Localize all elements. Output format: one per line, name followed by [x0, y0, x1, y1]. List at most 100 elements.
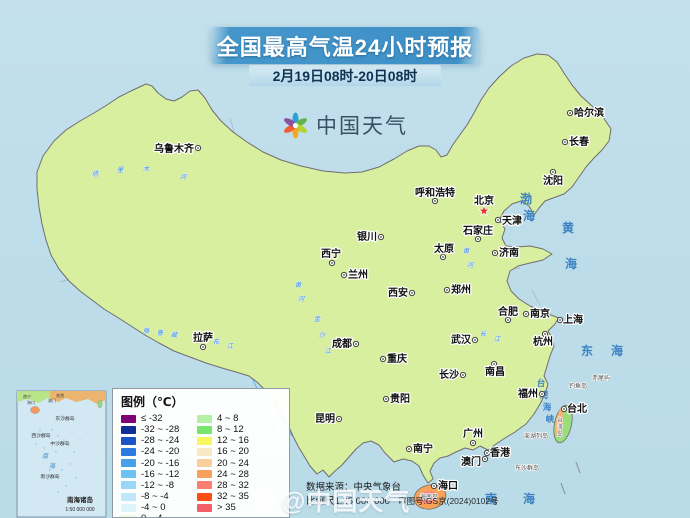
river-label-char: 长	[480, 330, 487, 338]
city-label-郑州: 郑州	[451, 283, 471, 296]
legend-label: -24 ~ -20	[141, 446, 180, 458]
legend-swatch	[197, 459, 212, 468]
footer-scale: 比例尺1:25 000 000	[306, 495, 390, 507]
sea-label: 海	[543, 402, 552, 412]
city-dot-core	[446, 289, 448, 291]
legend-label: 4 ~ 8	[217, 413, 239, 425]
map-title: 全国最高气温24小时预报	[216, 34, 474, 60]
city-dot-core	[331, 262, 333, 264]
city-dot-core	[338, 418, 340, 420]
city-dot-core	[494, 252, 496, 254]
sea-label: 黄	[562, 220, 574, 235]
city-dot-core	[525, 313, 527, 315]
city-dot-core	[382, 358, 384, 360]
city-dot-core	[477, 238, 479, 240]
city-dot-core	[559, 319, 561, 321]
legend-label: -20 ~ -16	[141, 457, 180, 469]
title-banner: 全国最高气温24小时预报	[211, 27, 479, 64]
legend-label: 0 ~ 4	[141, 513, 162, 517]
inset-scale: 1:50 000 000	[65, 507, 94, 513]
legend-swatch	[197, 425, 212, 434]
city-label-沈阳: 沈阳	[543, 174, 563, 187]
legend-item: 28 ~ 32	[197, 480, 249, 491]
river-label-char: 雅	[143, 327, 151, 335]
city-dot-core	[343, 274, 345, 276]
river-labels: 塔里 木河黄河黄河长江雅鲁藏布江金沙江	[91, 165, 502, 356]
city-dot-core	[563, 408, 565, 410]
city-label-福州: 福州	[517, 387, 538, 400]
sea-label: 海	[523, 208, 535, 223]
city-dot-core	[434, 200, 436, 202]
inset-label: 南沙群岛	[40, 473, 59, 480]
legend-panel: 图例（℃） ≤ -32 -32 ~ -28 -28 ~ -24 -24 ~ -20 -2…	[112, 388, 290, 518]
capital-star-icon	[477, 204, 491, 217]
city-dot-core	[433, 485, 435, 487]
legend-label: -12 ~ -8	[141, 479, 175, 491]
inset-label: 海	[49, 462, 56, 470]
city-label-贵阳: 贵阳	[390, 392, 410, 405]
river-label-char: 河	[298, 295, 306, 303]
city-dot-core	[564, 141, 566, 143]
inset-label: 香港	[56, 392, 64, 398]
sea-label: 台	[537, 378, 546, 388]
city-dot-core	[408, 448, 410, 450]
city-dot-core	[569, 112, 571, 114]
brand-logo: 中国天气	[282, 110, 408, 140]
sea-label: 海	[523, 491, 535, 506]
river-label-char: 布	[213, 338, 221, 346]
subtitle-banner: 2月19日08时-20日08时	[249, 65, 441, 86]
river-label-char: 塔	[92, 170, 100, 178]
city-label-拉萨: 拉萨	[193, 331, 213, 344]
city-label-香港: 香港	[490, 446, 511, 459]
island-label: 岛	[557, 430, 563, 438]
river-label-char: 黄	[295, 281, 303, 289]
inset-label: 东沙群岛	[55, 415, 74, 422]
river-label-char: 河	[467, 261, 475, 269]
river-label-char: 金	[314, 315, 322, 323]
sea-boundary-dashes	[560, 461, 581, 495]
city-label-哈尔滨: 哈尔滨	[574, 106, 604, 119]
legend-label: -4 ~ 0	[141, 502, 166, 514]
city-label-石家庄: 石家庄	[462, 224, 493, 237]
city-dot-core	[544, 333, 546, 335]
footer: 数据来源：中央气象台 比例尺1:25 000 000 审图号:GS京(2024)0…	[306, 481, 499, 508]
city-dot-core	[474, 339, 476, 341]
city-dot-core	[472, 442, 474, 444]
city-label-西宁: 西宁	[321, 247, 341, 260]
city-dot-core	[507, 319, 509, 321]
city-label-长春: 长春	[569, 135, 589, 148]
legend-label: ≤ -32	[141, 413, 163, 425]
city-label-昆明: 昆明	[315, 413, 335, 425]
legend-swatch	[197, 470, 212, 479]
legend-swatch	[121, 492, 136, 501]
legend-item: 4 ~ 8	[197, 413, 249, 424]
city-label-广州: 广州	[463, 427, 483, 440]
legend-swatch	[197, 414, 212, 423]
city-dot-core	[380, 236, 382, 238]
sea-label: 东	[581, 343, 593, 358]
city-dot-core	[202, 346, 204, 348]
river-label-char: 沙	[319, 331, 326, 339]
city-label-杭州: 杭州	[533, 335, 553, 348]
legend-item: 0 ~ 4	[121, 513, 197, 517]
inset-islands	[35, 415, 81, 493]
legend-item: 32 ~ 35	[197, 491, 249, 502]
legend-item: ≤ -32	[121, 413, 197, 424]
river-label-char: 藏	[171, 331, 179, 339]
city-dot-core	[484, 458, 486, 460]
city-dot-core	[493, 363, 495, 365]
legend-swatch	[121, 514, 136, 517]
inset-label: 海口	[27, 399, 35, 405]
legend-item: -8 ~ -4	[121, 491, 197, 502]
legend-item: 8 ~ 12	[197, 424, 249, 435]
city-label-长沙: 长沙	[439, 368, 459, 381]
legend-item: -20 ~ -16	[121, 458, 197, 469]
legend-swatch	[197, 436, 212, 445]
city-label-乌鲁木齐: 乌鲁木齐	[154, 142, 195, 155]
legend-swatch	[121, 414, 136, 423]
river-label-char: 江	[494, 335, 502, 343]
legend-item: -32 ~ -28	[121, 424, 197, 435]
city-dot-core	[541, 393, 543, 395]
legend-item: 12 ~ 16	[197, 435, 249, 446]
